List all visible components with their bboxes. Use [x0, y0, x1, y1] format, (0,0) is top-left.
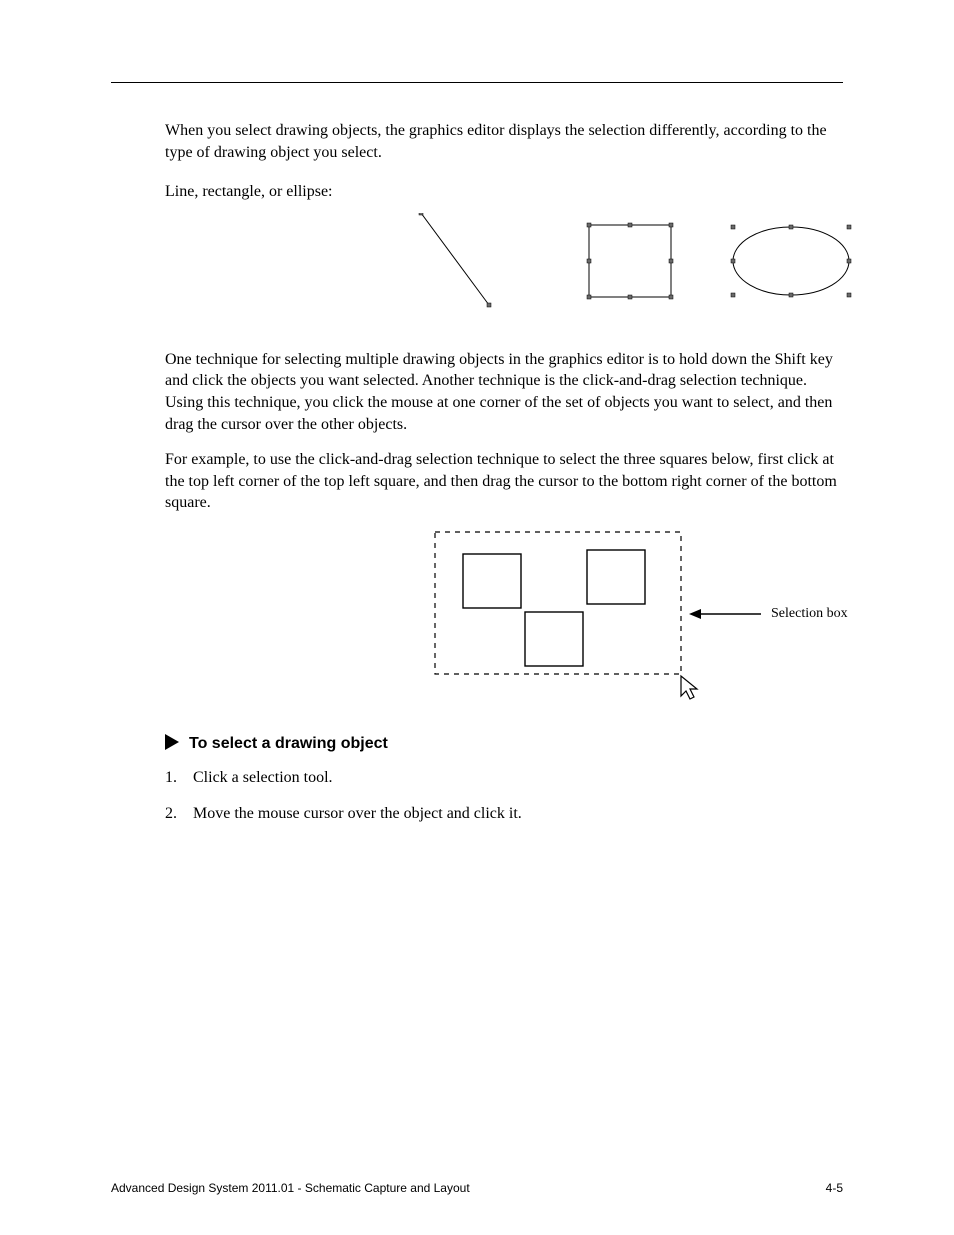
handle	[731, 259, 735, 263]
marquee-selection-figure: Selection box	[431, 528, 843, 708]
step-item: 2. Move the mouse cursor over the object…	[165, 803, 843, 825]
handle	[587, 259, 591, 263]
handle	[419, 213, 423, 215]
selection-marquee	[435, 532, 681, 674]
handle	[789, 225, 793, 229]
handle	[587, 223, 591, 227]
steps-list: 1. Click a selection tool. 2. Move the m…	[165, 767, 843, 824]
footer-right: 4-5	[826, 1181, 843, 1195]
handle	[847, 225, 851, 229]
callout-arrow-head	[689, 609, 701, 619]
handle	[628, 295, 632, 299]
header-rule	[111, 82, 843, 83]
handle	[731, 225, 735, 229]
handle	[628, 223, 632, 227]
handle	[669, 295, 673, 299]
page: When you select drawing objects, the gra…	[0, 0, 954, 1235]
handle	[731, 293, 735, 297]
cursor-icon	[681, 676, 697, 699]
page-footer: Advanced Design System 2011.01 - Schemat…	[111, 1181, 843, 1195]
step-text: Click a selection tool.	[193, 767, 843, 789]
target-box	[525, 612, 583, 666]
step-item: 1. Click a selection tool.	[165, 767, 843, 789]
selected-line	[421, 213, 489, 305]
handle	[789, 293, 793, 297]
triangle-bullet-icon	[165, 734, 179, 750]
to-select-heading: To select a drawing object	[165, 734, 843, 753]
handle	[669, 259, 673, 263]
target-box	[463, 554, 521, 608]
technique-paragraph-1: One technique for selecting multiple dra…	[165, 349, 843, 435]
selected-ellipse	[733, 227, 849, 295]
step-text: Move the mouse cursor over the object an…	[193, 803, 843, 825]
step-number: 2.	[165, 803, 193, 825]
handle	[847, 259, 851, 263]
selection-handles-svg	[411, 213, 891, 323]
to-select-heading-text: To select a drawing object	[189, 735, 388, 752]
footer-left: Advanced Design System 2011.01 - Schemat…	[111, 1181, 470, 1195]
technique-paragraph-2: For example, to use the click-and-drag s…	[165, 449, 843, 514]
step-number: 1.	[165, 767, 193, 789]
selected-rectangle	[589, 225, 671, 297]
handle	[487, 303, 491, 307]
intro-paragraph: When you select drawing objects, the gra…	[165, 120, 843, 163]
handle	[669, 223, 673, 227]
target-box	[587, 550, 645, 604]
selection-handles-figure	[411, 213, 843, 323]
selection-box-label: Selection box	[771, 606, 848, 623]
content-area: When you select drawing objects, the gra…	[111, 120, 843, 838]
figure-label: Line, rectangle, or ellipse:	[165, 181, 843, 203]
handle	[587, 295, 591, 299]
cursor-arrow-icon	[681, 676, 697, 699]
handle	[847, 293, 851, 297]
